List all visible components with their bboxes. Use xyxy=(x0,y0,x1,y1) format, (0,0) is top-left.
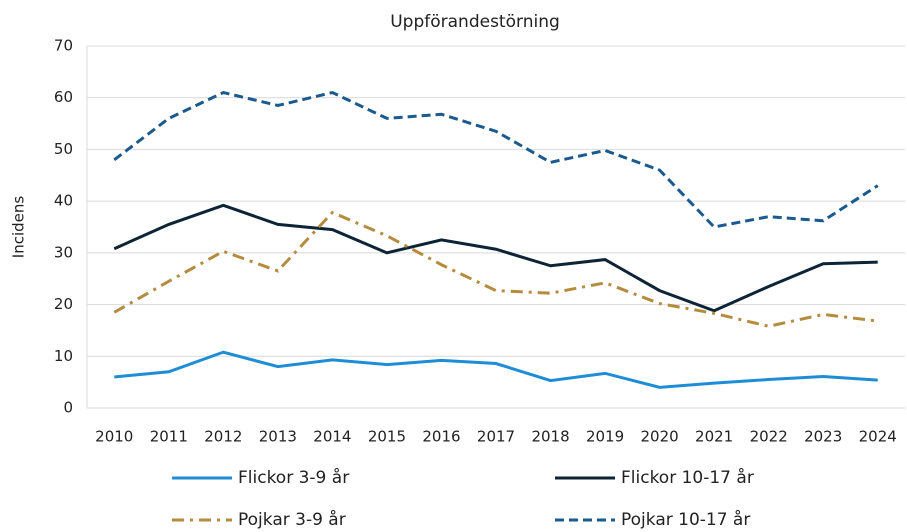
y-tick-label: 0 xyxy=(63,399,73,417)
legend-label: Pojkar 3-9 år xyxy=(238,509,346,530)
x-tick-label: 2010 xyxy=(95,428,133,446)
y-tick-label: 30 xyxy=(54,243,73,261)
y-tick-label: 40 xyxy=(54,192,73,210)
x-tick-label: 2024 xyxy=(859,428,897,446)
x-tick-label: 2017 xyxy=(477,428,515,446)
x-tick-label: 2020 xyxy=(641,428,679,446)
y-tick-label: 20 xyxy=(54,295,73,313)
x-tick-label: 2023 xyxy=(804,428,842,446)
x-tick-label: 2016 xyxy=(422,428,460,446)
x-tick-label: 2012 xyxy=(204,428,242,446)
series-line xyxy=(113,210,878,328)
x-tick-label: 2013 xyxy=(259,428,297,446)
x-tick-label: 2019 xyxy=(586,428,624,446)
legend-label: Flickor 3-9 år xyxy=(238,467,349,488)
y-tick-label: 60 xyxy=(54,88,73,106)
y-tick-label: 10 xyxy=(54,347,73,365)
series-line xyxy=(114,350,878,389)
x-tick-label: 2021 xyxy=(695,428,733,446)
y-axis-label: Incidens xyxy=(10,196,28,259)
series-line xyxy=(113,90,879,229)
y-tick-label: 50 xyxy=(54,140,73,158)
x-tick-label: 2015 xyxy=(368,428,406,446)
y-tick-label: 70 xyxy=(54,37,73,55)
chart-title: Uppförandestörning xyxy=(390,12,560,32)
legend-label: Pojkar 10-17 år xyxy=(621,509,750,530)
legend-label: Flickor 10-17 år xyxy=(621,467,754,488)
x-tick-label: 2018 xyxy=(531,428,569,446)
series-line xyxy=(113,203,878,313)
x-tick-label: 2022 xyxy=(750,428,788,446)
x-tick-label: 2014 xyxy=(313,428,351,446)
x-tick-label: 2011 xyxy=(150,428,188,446)
